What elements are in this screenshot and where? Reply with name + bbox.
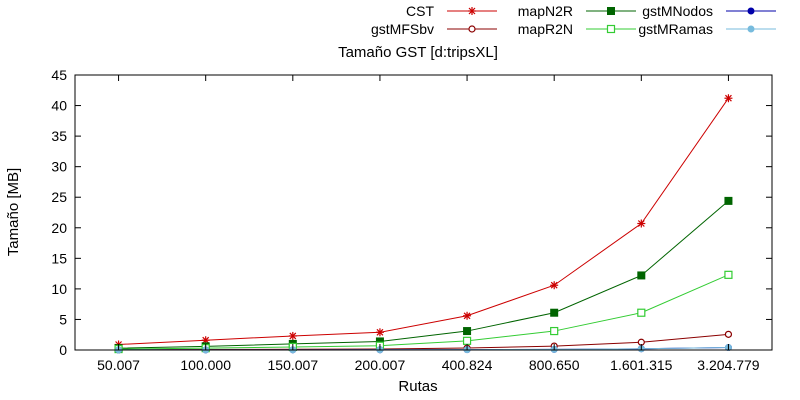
legend-label: gstMFSbv bbox=[371, 21, 434, 37]
series-line bbox=[118, 97, 729, 345]
legend-entry: mapN2R bbox=[518, 3, 636, 19]
data-point bbox=[637, 219, 646, 228]
data-point bbox=[463, 311, 472, 320]
legend-label: gstMRamas bbox=[638, 21, 713, 37]
x-tick-label: 3.204.779 bbox=[697, 357, 759, 373]
legend-marker bbox=[747, 7, 755, 15]
y-tick-label: 35 bbox=[51, 128, 67, 144]
data-point bbox=[724, 196, 733, 205]
star-stroke bbox=[637, 220, 645, 227]
legend-label: mapN2R bbox=[518, 3, 573, 19]
star-stroke bbox=[202, 336, 210, 344]
y-tick-label: 45 bbox=[51, 67, 67, 83]
data-point bbox=[637, 308, 646, 317]
star-stroke bbox=[289, 332, 297, 340]
legend-marker bbox=[747, 25, 755, 33]
y-tick-label: 0 bbox=[59, 342, 67, 358]
x-tick-label: 800.650 bbox=[529, 357, 580, 373]
data-point bbox=[724, 94, 733, 103]
data-point bbox=[550, 326, 559, 336]
data-point bbox=[288, 331, 297, 340]
star-stroke bbox=[376, 328, 384, 336]
data-point bbox=[550, 281, 559, 290]
y-tick-label: 5 bbox=[59, 311, 67, 327]
legend-marker bbox=[468, 25, 476, 33]
data-point bbox=[724, 270, 733, 279]
data-point bbox=[724, 330, 733, 338]
legend-marker bbox=[606, 24, 616, 34]
legend-entry: CST bbox=[406, 3, 497, 19]
chart-title: Tamaño GST [d:tripsXL] bbox=[338, 44, 498, 61]
y-tick-label: 30 bbox=[51, 159, 67, 175]
x-tick-label: 400.824 bbox=[442, 357, 493, 373]
x-tick-label: 50.007 bbox=[97, 357, 140, 373]
series-line bbox=[118, 274, 729, 350]
star-stroke bbox=[550, 281, 558, 289]
y-tick-label: 20 bbox=[51, 220, 67, 236]
data-point bbox=[375, 328, 384, 337]
y-tick-label: 15 bbox=[51, 250, 67, 266]
y-tick-label: 40 bbox=[51, 98, 67, 114]
x-tick-label: 100.000 bbox=[180, 357, 231, 373]
y-tick-label: 10 bbox=[51, 281, 67, 297]
axes: 0 5 10 15 20 25 30 35 40 45 50.007 100.000 150.007 20… bbox=[51, 67, 773, 373]
star-stroke bbox=[468, 7, 476, 15]
legend: CST gstMFSbv mapN2R mapR2N gstMNodos gstMRama… bbox=[371, 3, 776, 37]
series-line bbox=[118, 200, 729, 349]
x-tick-label: 150.007 bbox=[268, 357, 319, 373]
y-axis-title: Tamaño [MB] bbox=[5, 168, 22, 256]
legend-entry: gstMNodos bbox=[642, 3, 776, 19]
plot-frame bbox=[74, 74, 773, 351]
series-mapN2R bbox=[114, 196, 733, 353]
legend-marker bbox=[607, 7, 615, 15]
legend-label: gstMNodos bbox=[642, 3, 713, 19]
legend-marker bbox=[468, 7, 476, 15]
data-point bbox=[463, 327, 472, 336]
legend-entry: gstMRamas bbox=[638, 21, 776, 37]
legend-label: mapR2N bbox=[518, 21, 573, 37]
data-point bbox=[637, 271, 646, 280]
x-axis-title: Rutas bbox=[398, 378, 437, 395]
plot-area bbox=[114, 94, 733, 354]
legend-label: CST bbox=[406, 3, 434, 19]
data-point bbox=[462, 336, 472, 345]
x-tick-label: 1.601.315 bbox=[610, 357, 672, 373]
star-stroke bbox=[725, 94, 732, 102]
x-tick-label: 200.007 bbox=[355, 357, 406, 373]
y-tick-label: 25 bbox=[51, 189, 67, 205]
legend-entry: gstMFSbv bbox=[371, 21, 497, 37]
legend-entry: mapR2N bbox=[518, 21, 636, 37]
data-point bbox=[550, 308, 559, 317]
star-stroke bbox=[463, 312, 471, 320]
